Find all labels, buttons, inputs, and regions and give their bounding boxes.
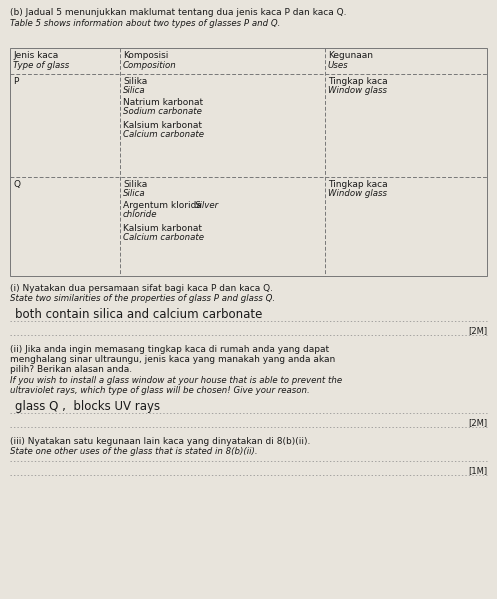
Text: Silika: Silika	[123, 180, 147, 189]
Text: Argentum klorida: Argentum klorida	[123, 201, 205, 210]
Bar	[10, 48, 487, 276]
Text: Kalsium karbonat: Kalsium karbonat	[123, 121, 202, 130]
Text: Type of glass: Type of glass	[13, 61, 69, 70]
Text: Natrium karbonat: Natrium karbonat	[123, 98, 203, 107]
Text: State one other uses of the glass that is stated in 8(b)(ii).: State one other uses of the glass that i…	[10, 447, 257, 456]
Text: Sodium carbonate: Sodium carbonate	[123, 107, 202, 116]
Text: ultraviolet rays, which type of glass will be chosen! Give your reason.: ultraviolet rays, which type of glass wi…	[10, 386, 310, 395]
Text: Window glass: Window glass	[328, 189, 387, 198]
Text: Window glass: Window glass	[328, 86, 387, 95]
Text: If you wish to install a glass window at your house that is able to prevent the: If you wish to install a glass window at…	[10, 376, 342, 385]
Text: Composition: Composition	[123, 61, 177, 70]
Text: Silica: Silica	[123, 189, 146, 198]
Text: (ii) Jika anda ingin memasang tingkap kaca di rumah anda yang dapat: (ii) Jika anda ingin memasang tingkap ka…	[10, 345, 329, 354]
Text: pilih? Berikan alasan anda.: pilih? Berikan alasan anda.	[10, 365, 132, 374]
Text: chloride: chloride	[123, 210, 158, 219]
Text: Tingkap kaca: Tingkap kaca	[328, 77, 388, 86]
Text: Silica: Silica	[123, 86, 146, 95]
Text: (iii) Nyatakan satu kegunaan lain kaca yang dinyatakan di 8(b)(ii).: (iii) Nyatakan satu kegunaan lain kaca y…	[10, 437, 310, 446]
Text: [1M]: [1M]	[468, 466, 487, 475]
Text: Q: Q	[13, 180, 20, 189]
Text: Silver: Silver	[195, 201, 219, 210]
Text: both contain silica and calcium carbonate: both contain silica and calcium carbonat…	[15, 308, 262, 321]
Text: Tingkap kaca: Tingkap kaca	[328, 180, 388, 189]
Text: menghalang sinar ultraungu, jenis kaca yang manakah yang anda akan: menghalang sinar ultraungu, jenis kaca y…	[10, 355, 335, 364]
Text: (i) Nyatakan dua persamaan sifat bagi kaca P dan kaca Q.: (i) Nyatakan dua persamaan sifat bagi ka…	[10, 284, 273, 293]
Text: Jenis kaca: Jenis kaca	[13, 51, 58, 60]
Text: P: P	[13, 77, 18, 86]
Text: Calcium carbonate: Calcium carbonate	[123, 130, 204, 139]
Text: Komposisi: Komposisi	[123, 51, 168, 60]
Text: Kegunaan: Kegunaan	[328, 51, 373, 60]
Text: Uses: Uses	[328, 61, 348, 70]
Text: glass Q ,  blocks UV rays: glass Q , blocks UV rays	[15, 400, 160, 413]
Text: State two similarities of the properties of glass P and glass Q.: State two similarities of the properties…	[10, 294, 275, 303]
Text: [2M]: [2M]	[468, 326, 487, 335]
Text: Silika: Silika	[123, 77, 147, 86]
Text: [2M]: [2M]	[468, 418, 487, 427]
Text: Table 5 shows information about two types of glasses P and Q.: Table 5 shows information about two type…	[10, 19, 280, 28]
Text: (b) Jadual 5 menunjukkan maklumat tentang dua jenis kaca P dan kaca Q.: (b) Jadual 5 menunjukkan maklumat tentan…	[10, 8, 346, 17]
Text: Kalsium karbonat: Kalsium karbonat	[123, 224, 202, 233]
Text: Calcium carbonate: Calcium carbonate	[123, 233, 204, 242]
